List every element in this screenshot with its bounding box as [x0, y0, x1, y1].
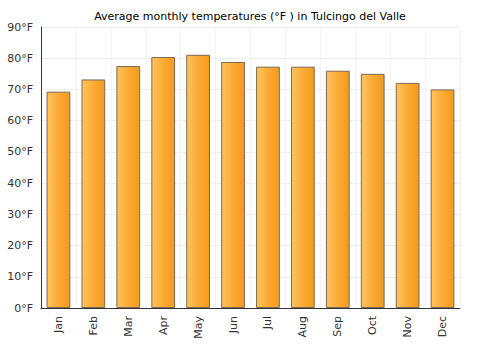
svg-text:Sep: Sep: [331, 316, 344, 337]
svg-text:20°F: 20°F: [7, 239, 33, 252]
svg-text:80°F: 80°F: [7, 52, 33, 65]
svg-text:50°F: 50°F: [7, 145, 33, 158]
svg-text:Dec: Dec: [436, 316, 449, 337]
svg-text:90°F: 90°F: [7, 21, 33, 34]
svg-text:60°F: 60°F: [7, 114, 33, 127]
svg-text:Apr: Apr: [157, 316, 170, 336]
svg-text:Jan: Jan: [52, 316, 65, 334]
svg-text:Jul: Jul: [261, 316, 274, 330]
svg-text:Mar: Mar: [122, 316, 135, 337]
svg-text:0°F: 0°F: [14, 302, 33, 315]
svg-text:Average monthly temperatures (: Average monthly temperatures (°F ) in Tu…: [94, 10, 406, 23]
svg-text:70°F: 70°F: [7, 83, 33, 96]
svg-text:Oct: Oct: [366, 315, 379, 335]
svg-text:May: May: [192, 316, 205, 339]
svg-text:Aug: Aug: [296, 316, 309, 337]
svg-text:Feb: Feb: [87, 316, 100, 335]
svg-text:10°F: 10°F: [7, 270, 33, 283]
svg-text:30°F: 30°F: [7, 208, 33, 221]
svg-text:40°F: 40°F: [7, 177, 33, 190]
svg-text:Jun: Jun: [227, 316, 240, 334]
svg-text:Nov: Nov: [401, 316, 414, 338]
